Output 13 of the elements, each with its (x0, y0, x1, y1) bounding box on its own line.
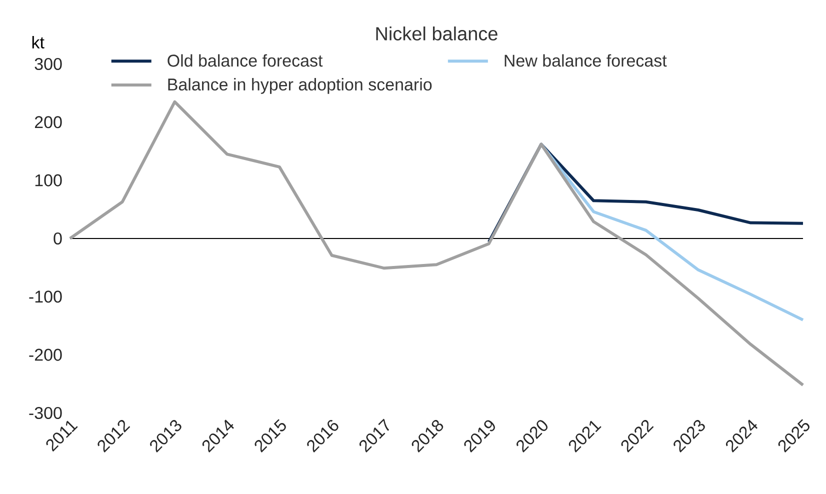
y-tick-label: -200 (29, 348, 62, 361)
y-tick-label: 300 (34, 58, 62, 70)
legend-label: Balance in hyper adoption scenario (168, 78, 432, 94)
y-tick-label: 0 (54, 232, 62, 245)
y-tick-label: 100 (35, 174, 62, 186)
legend-label: Old balance forecast (168, 54, 323, 67)
y-tick-label: -100 (29, 290, 62, 303)
y-axis-title: kt (32, 36, 44, 48)
legend-label: New balance forecast (504, 54, 667, 67)
y-tick-label: -300 (29, 406, 62, 420)
chart-title: Nickel balance (376, 26, 498, 40)
line-series (68, 100, 804, 387)
y-tick-label: 200 (34, 116, 62, 128)
